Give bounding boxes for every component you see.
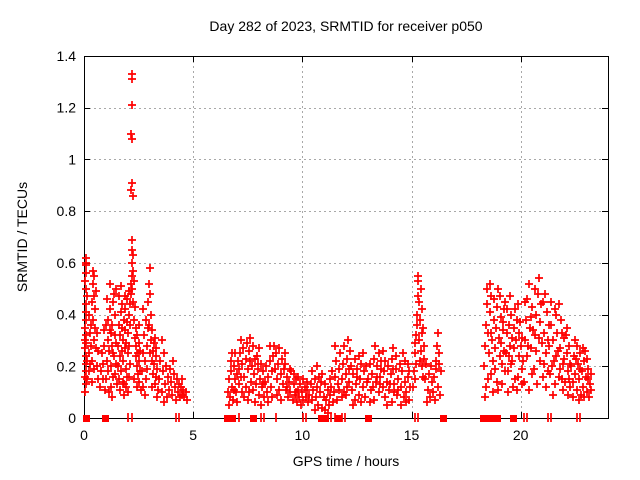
y-tick-labels: 0 0.2 0.4 0.6 0.8 1 1.2 1.4 xyxy=(57,48,77,426)
svg-text:15: 15 xyxy=(404,427,420,443)
x-axis-label: GPS time / hours xyxy=(292,453,400,469)
svg-text:1: 1 xyxy=(68,151,76,167)
chart-title: Day 282 of 2023, SRMTID for receiver p05… xyxy=(209,18,483,34)
svg-text:5: 5 xyxy=(189,427,197,443)
svg-text:0.4: 0.4 xyxy=(57,307,77,323)
svg-text:0: 0 xyxy=(68,410,76,426)
gridlines xyxy=(84,56,608,418)
baseline-tick-markers xyxy=(127,413,581,422)
svg-text:1.4: 1.4 xyxy=(57,48,77,64)
x-tick-labels: 0 5 10 15 20 xyxy=(80,427,529,443)
svg-text:0.2: 0.2 xyxy=(57,358,77,374)
svg-text:1.2: 1.2 xyxy=(57,100,77,116)
y-axis-label: SRMTID / TECUs xyxy=(14,181,30,293)
svg-text:20: 20 xyxy=(513,427,529,443)
plot-border xyxy=(84,56,609,419)
svg-text:0: 0 xyxy=(80,427,88,443)
data-points xyxy=(81,70,595,417)
svg-text:0.8: 0.8 xyxy=(57,203,77,219)
svg-text:10: 10 xyxy=(295,427,311,443)
svg-text:0.6: 0.6 xyxy=(57,255,77,271)
baseline-squares xyxy=(83,415,517,422)
